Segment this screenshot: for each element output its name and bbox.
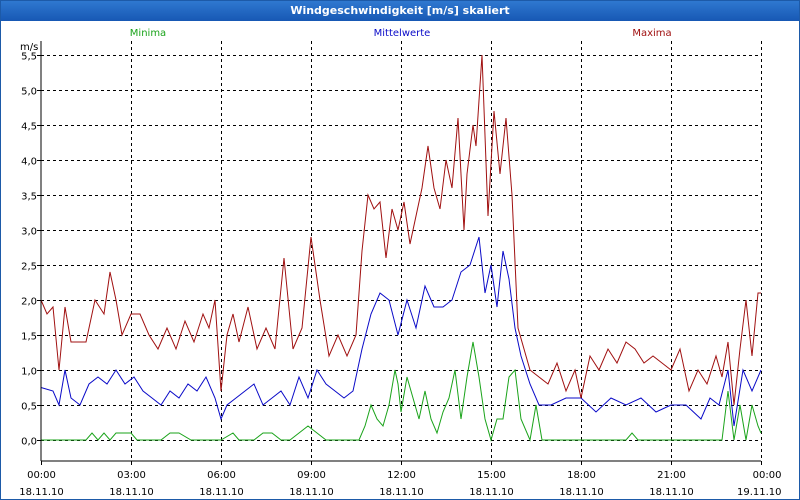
series-mittelwerte-line [40, 236, 762, 427]
window-title: Windgeschwindigkeit [m/s] skaliert [1, 1, 799, 21]
y-tick-label: 1,0 [21, 367, 37, 378]
y-tick-label: 2,5 [21, 262, 37, 273]
y-tick-label: 0,0 [21, 437, 37, 448]
x-tick-date-label: 18.11.10 [649, 487, 694, 498]
y-tick-label: 5,0 [21, 87, 37, 98]
y-tick-label: 3,0 [21, 227, 37, 238]
x-tick-date-label: 18.11.10 [19, 487, 64, 498]
y-tick-label: 4,0 [21, 157, 37, 168]
x-tick-date-label: 18.11.10 [109, 487, 154, 498]
x-tick-time-label: 00:00 [27, 470, 56, 481]
y-axis-label: m/s [20, 42, 38, 53]
y-tick-labels: 0,0 0,5 1,0 1,5 2,0 2,5 3,0 3,5 4,0 4,5 5,0 5,5 [21, 52, 37, 448]
y-tick-label: 0,5 [21, 402, 37, 413]
legend-minima: Minima [130, 28, 166, 39]
x-tick-labels: 00:00 18.11.10 03:00 18.11.10 06:00 18.11.10 0… [19, 470, 781, 498]
x-tick-time-label: 06:00 [207, 470, 236, 481]
y-tick-label: 3,5 [21, 192, 37, 203]
x-tick-date-label: 19.11.10 [737, 487, 782, 498]
legend-maxima: Maxima [632, 28, 671, 39]
x-tick-time-label: 00:00 [753, 470, 782, 481]
series-group [40, 54, 762, 442]
y-tick-label: 1,5 [21, 332, 37, 343]
x-tick-time-label: 12:00 [387, 470, 416, 481]
y-tick-label: 5,5 [21, 52, 37, 63]
x-tick-date-label: 18.11.10 [289, 487, 334, 498]
y-tick-label: 2,0 [21, 297, 37, 308]
x-tick-time-label: 03:00 [117, 470, 146, 481]
x-tick-date-label: 18.11.10 [559, 487, 604, 498]
x-tick-date-label: 18.11.10 [199, 487, 244, 498]
legend-mittelwerte: Mittelwerte [374, 28, 431, 39]
series-minima-line [41, 341, 762, 442]
x-tick-time-label: 21:00 [657, 470, 686, 481]
x-tick-date-label: 18.11.10 [469, 487, 514, 498]
series-maxima-line [40, 54, 761, 406]
x-tick-time-label: 09:00 [297, 470, 326, 481]
x-tick-date-label: 18.11.10 [379, 487, 424, 498]
y-tick-label: 4,5 [21, 122, 37, 133]
x-tick-time-label: 18:00 [567, 470, 596, 481]
x-tick-time-label: 15:00 [477, 470, 506, 481]
